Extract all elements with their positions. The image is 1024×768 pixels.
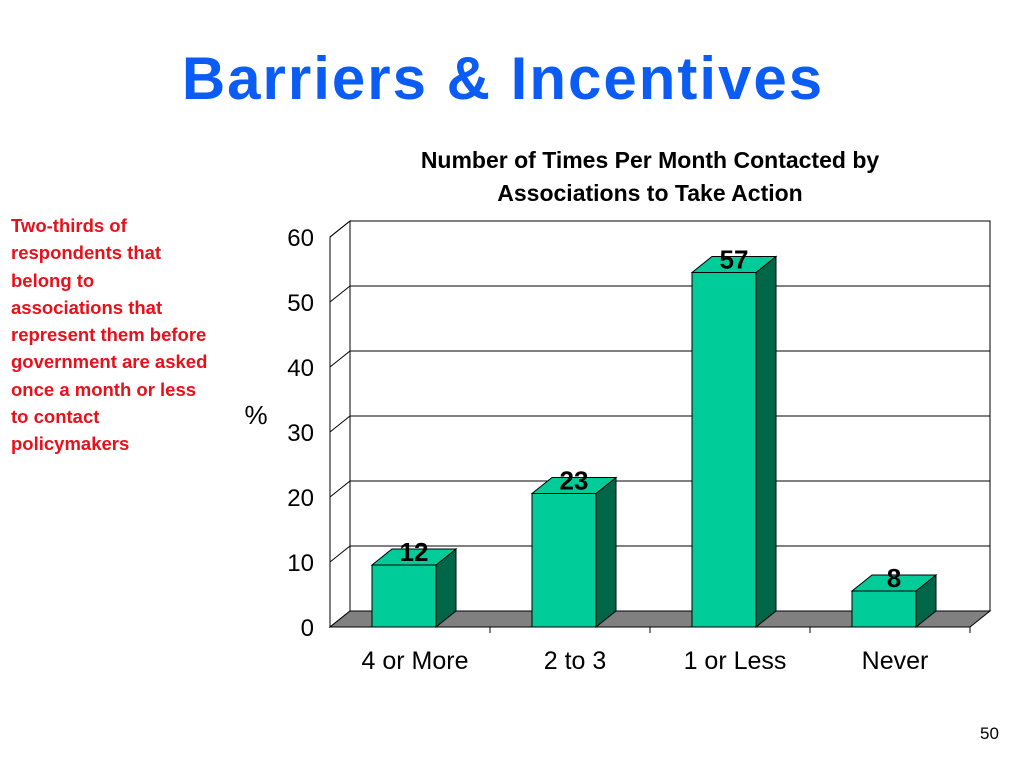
y-axis-label: %	[244, 400, 267, 430]
bar-top	[530, 477, 618, 494]
x-tick-label: Never	[862, 647, 929, 675]
chart-title-line-2: Associations to Take Action	[497, 180, 803, 206]
y-tick-label: 20	[287, 485, 314, 512]
bar-top	[850, 574, 938, 592]
bar-top	[370, 548, 458, 566]
bar-top	[690, 256, 778, 273]
page-number: 50	[980, 724, 999, 743]
bar-front	[531, 493, 597, 628]
x-tick-label: 1 or Less	[684, 647, 787, 675]
gridline	[329, 480, 990, 498]
data-label: 8	[887, 563, 901, 593]
gridline	[329, 415, 990, 433]
data-label: 23	[560, 466, 589, 496]
chart-title-line-1: Number of Times Per Month Contacted by	[420, 147, 880, 173]
bar-side	[595, 476, 617, 629]
side-note: Two-thirds of respondents that belong to…	[11, 215, 208, 455]
slide-title: Barriers & Incentives	[181, 45, 825, 112]
gridline	[329, 220, 990, 238]
gridline	[329, 545, 990, 563]
y-tick-label: 0	[301, 615, 314, 642]
bar-front	[371, 564, 437, 628]
y-tick-label: 40	[287, 355, 314, 382]
y-tick-label: 60	[287, 225, 314, 252]
gridline	[329, 350, 990, 368]
data-label: 57	[720, 245, 749, 275]
bar-front	[851, 590, 917, 628]
bar-side	[755, 255, 777, 629]
x-tick-label: 4 or More	[362, 647, 469, 675]
bar-front	[691, 272, 757, 628]
data-label: 12	[400, 537, 429, 567]
chart-title: Number of Times Per Month Contacted by A…	[330, 144, 970, 210]
x-tick-label: 2 to 3	[544, 647, 607, 675]
gridline	[329, 285, 990, 303]
y-tick-label: 30	[287, 420, 314, 447]
y-tick-label: 10	[287, 550, 314, 577]
y-tick-label: 50	[287, 290, 314, 317]
